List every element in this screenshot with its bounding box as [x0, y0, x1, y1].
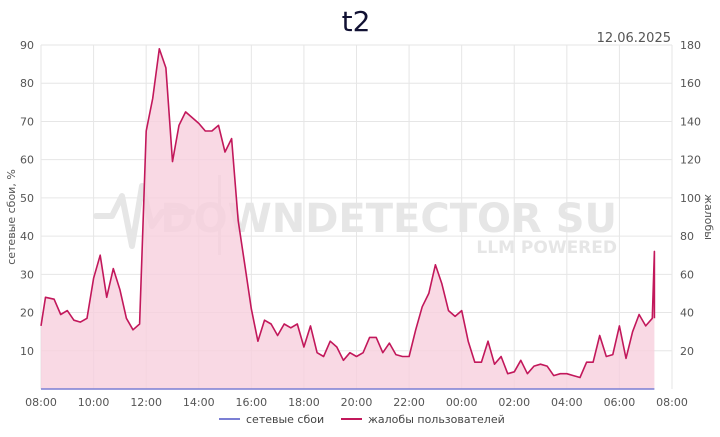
complaints-area: [41, 48, 655, 390]
legend: сетевые сбои жалобы пользователей: [219, 413, 505, 426]
y-right-tick-label: 160: [680, 77, 701, 90]
y-left-tick-label: 60: [20, 154, 34, 167]
x-tick-label: 06:00: [604, 396, 636, 409]
chart-date: 12.06.2025: [597, 31, 671, 46]
legend-label-complaints: жалобы пользователей: [368, 413, 505, 426]
complaints-line: [40, 48, 656, 379]
y-right-tick-label: 100: [680, 192, 701, 205]
x-tick-label: 10:00: [78, 396, 110, 409]
y-axis-left: 10 20 30 40 50 60 70 80 90: [20, 39, 34, 358]
x-tick-label: 20:00: [341, 396, 373, 409]
y-left-tick-label: 90: [20, 39, 34, 52]
y-left-tick-label: 40: [20, 230, 34, 243]
watermark-subtitle: LLM POWERED: [476, 238, 617, 258]
plot-area: [40, 48, 656, 390]
x-tick-label: 16:00: [235, 396, 267, 409]
x-axis: 08:00 10:00 12:00 14:00 16:00 18:00 20:00 22:00…: [25, 396, 688, 409]
y-right-tick-label: 60: [680, 268, 694, 281]
x-tick-label: 12:00: [130, 396, 162, 409]
x-tick-label: 14:00: [183, 396, 215, 409]
y-right-tick-label: 20: [680, 345, 694, 358]
y-right-tick-label: 140: [680, 115, 701, 128]
y-right-tick-label: 180: [680, 39, 701, 52]
x-tick-label: 00:00: [446, 396, 478, 409]
y-left-tick-label: 30: [20, 268, 34, 281]
legend-label-network: сетевые сбои: [246, 413, 324, 426]
y-left-tick-label: 80: [20, 77, 34, 90]
y-right-tick-label: 120: [680, 154, 701, 167]
y-left-tick-label: 20: [20, 307, 34, 320]
x-tick-label: 22:00: [393, 396, 425, 409]
x-tick-label: 08:00: [656, 396, 688, 409]
y-left-tick-label: 10: [20, 345, 34, 358]
y-axis-right-title: жалобы: [702, 194, 715, 240]
y-right-tick-label: 80: [680, 230, 694, 243]
y-axis-left-title: сетевые сбои, %: [5, 169, 18, 265]
x-tick-label: 04:00: [551, 396, 583, 409]
x-tick-label: 08:00: [25, 396, 57, 409]
y-left-tick-label: 50: [20, 192, 34, 205]
x-tick-label: 02:00: [498, 396, 530, 409]
y-right-tick-label: 40: [680, 307, 694, 320]
chart-title: t2: [342, 5, 371, 38]
x-tick-label: 18:00: [288, 396, 320, 409]
y-left-tick-label: 70: [20, 115, 34, 128]
y-axis-right: 20 40 60 80 100 120 140 160 180: [680, 39, 701, 358]
